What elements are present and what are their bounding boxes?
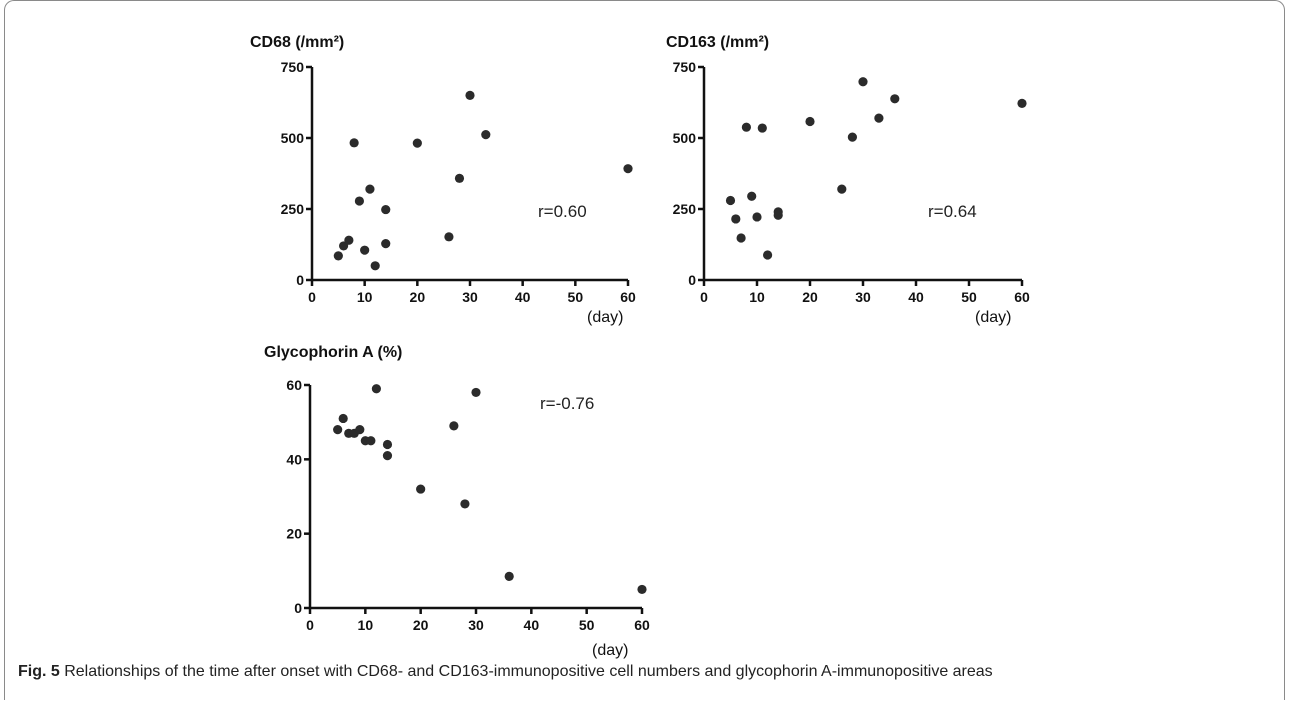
x-tick-label: 0: [308, 289, 316, 305]
x-tick-label: 50: [961, 289, 977, 305]
x-tick-label: 50: [568, 289, 584, 305]
x-tick-label: 0: [306, 617, 314, 633]
data-point: [763, 250, 773, 260]
data-point: [355, 425, 365, 435]
chart-cd163: CD163 (/mm²) 0 250 500 750 0 10 20 30 40 50 60(day)…: [666, 34, 1030, 326]
x-tick-label: 30: [468, 617, 484, 633]
data-point: [344, 235, 354, 245]
data-point: [858, 77, 868, 87]
data-point: [333, 251, 343, 261]
x-axis-unit: (day): [975, 309, 1011, 326]
figure-caption: Fig. 5 Relationships of the time after o…: [18, 663, 993, 681]
x-tick-label: 10: [358, 617, 374, 633]
data-point: [747, 191, 757, 201]
y-tick-label: 40: [286, 451, 302, 467]
x-tick-label: 0: [700, 289, 708, 305]
y-tick-label: 60: [286, 377, 302, 393]
y-tick-label: 20: [286, 526, 302, 542]
data-point: [354, 196, 364, 206]
data-point: [444, 232, 454, 242]
x-tick-label: 40: [515, 289, 531, 305]
x-tick-label: 10: [749, 289, 765, 305]
data-point: [623, 164, 633, 174]
x-tick-label: 60: [620, 289, 636, 305]
data-point: [752, 212, 762, 222]
data-point: [412, 138, 422, 148]
chart-cd68: CD68 (/mm²) 0 250 500 750 0 10 20 30 40 50 60 (day) r…: [250, 34, 636, 326]
data-point: [366, 436, 376, 446]
y-tick-label: 250: [673, 201, 697, 217]
y-tick-label: 0: [296, 272, 304, 288]
data-point: [382, 439, 393, 450]
data-point: [773, 210, 783, 220]
data-point: [637, 584, 647, 595]
y-tick-label: 750: [281, 59, 305, 75]
data-point: [725, 195, 736, 206]
data-point: [890, 94, 900, 104]
data-point: [741, 122, 752, 132]
caption-label: Fig. 5: [18, 663, 60, 680]
x-tick-label: 40: [908, 289, 924, 305]
chart-title: CD163 (/mm²): [666, 34, 769, 51]
x-axis-unit: (day): [592, 642, 628, 659]
data-point: [382, 451, 393, 461]
x-tick-label: 50: [579, 617, 595, 633]
data-point: [805, 116, 815, 127]
data-point: [454, 173, 465, 183]
data-point: [381, 204, 391, 215]
y-tick-label: 250: [281, 201, 305, 217]
x-tick-label: 60: [1014, 289, 1030, 305]
y-tick-label: 0: [294, 600, 302, 616]
x-tick-label: 30: [462, 289, 478, 305]
data-point: [333, 425, 343, 435]
data-point: [370, 261, 380, 271]
y-tick-label: 500: [673, 130, 697, 146]
data-point: [481, 129, 491, 140]
x-tick-label: 60: [634, 617, 650, 633]
data-point: [757, 123, 767, 133]
data-point: [874, 113, 884, 123]
correlation-label: r=0.64: [928, 202, 977, 221]
x-tick-label: 20: [413, 617, 429, 633]
data-point: [736, 233, 746, 243]
y-tick-label: 0: [688, 272, 696, 288]
x-tick-label: 30: [855, 289, 871, 305]
data-point: [731, 214, 741, 224]
caption-text: Relationships of the time after onset wi…: [59, 663, 993, 680]
x-tick-label: 20: [802, 289, 818, 305]
data-point: [504, 571, 514, 582]
chart-title: Glycophorin A (%): [264, 344, 402, 361]
correlation-label: r=-0.76: [540, 394, 594, 413]
data-point: [837, 184, 847, 194]
data-point: [381, 239, 391, 249]
data-point: [360, 245, 370, 255]
x-axis-unit: (day): [587, 309, 623, 326]
data-point: [349, 138, 359, 148]
x-tick-label: 40: [524, 617, 540, 633]
data-point: [371, 384, 381, 394]
data-point: [416, 484, 426, 494]
data-point: [365, 184, 375, 194]
data-point: [338, 413, 348, 424]
x-tick-label: 10: [357, 289, 373, 305]
data-point: [460, 499, 470, 509]
data-point: [847, 132, 858, 142]
y-tick-label: 500: [281, 130, 305, 146]
chart-title: CD68 (/mm²): [250, 34, 344, 51]
correlation-label: r=0.60: [538, 202, 587, 221]
data-point: [449, 421, 459, 431]
data-point: [1017, 98, 1027, 108]
y-tick-label: 750: [673, 59, 697, 75]
data-point: [465, 90, 475, 100]
figure-frame: [4, 0, 1285, 700]
x-tick-label: 20: [410, 289, 426, 305]
data-point: [471, 387, 481, 398]
chart-glycophorin: Glycophorin A (%) 0 20 40 60 0 10 20 30 40 50 60 (da…: [264, 344, 650, 659]
